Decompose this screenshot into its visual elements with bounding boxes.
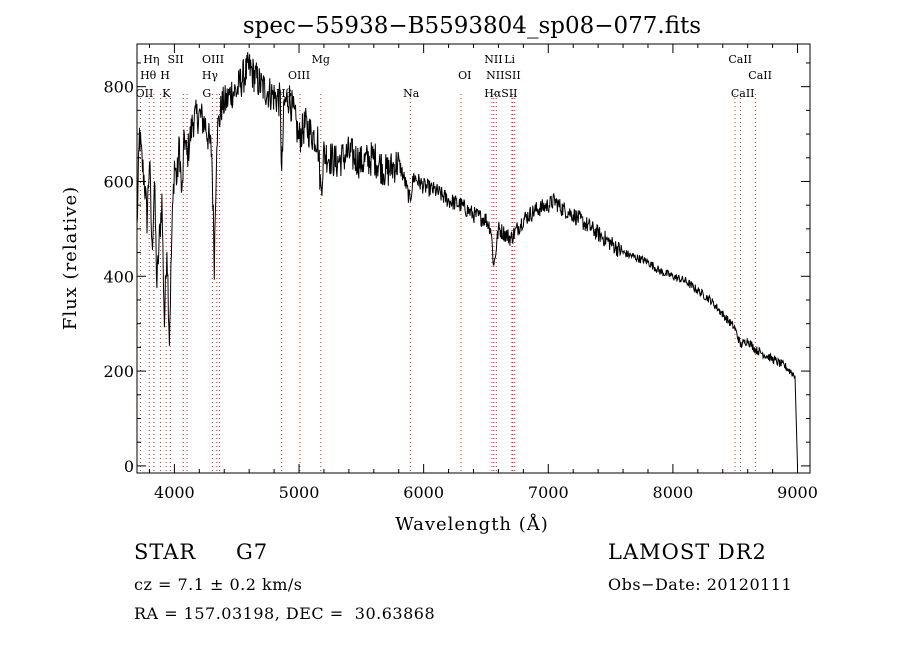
line-label-3: Mg bbox=[312, 53, 330, 66]
x-tick-label-1: 5000 bbox=[279, 483, 320, 502]
spectrum-series bbox=[136, 52, 798, 466]
line-label-1: SII bbox=[168, 53, 184, 66]
line-label-15: K bbox=[162, 87, 171, 100]
line-label-18: Na bbox=[403, 87, 420, 100]
x-tick-label-0: 4000 bbox=[154, 483, 195, 502]
line-label-16: G bbox=[202, 87, 211, 100]
line-label-11: OI bbox=[458, 69, 471, 82]
y-tick-label-1: 200 bbox=[103, 362, 134, 381]
chart-title: spec−55938−B5593804_sp08−077.fits bbox=[243, 13, 701, 39]
line-label-0: Hη bbox=[143, 53, 159, 66]
line-label-5: Li bbox=[504, 53, 515, 66]
line-label-14: OII bbox=[136, 87, 154, 100]
x-tick-label-5: 9000 bbox=[777, 483, 818, 502]
y-axis-ticks: 0 200 400 600 800 bbox=[103, 62, 810, 476]
line-label-4: NII bbox=[484, 53, 502, 66]
redshift-cz: cz = 7.1 ± 0.2 km/s bbox=[134, 575, 303, 594]
line-label-2: OIII bbox=[202, 53, 224, 66]
line-label-8: H bbox=[160, 69, 170, 82]
y-tick-label-4: 800 bbox=[103, 78, 134, 97]
line-label-6: CaII bbox=[728, 53, 752, 66]
x-tick-label-3: 7000 bbox=[528, 483, 569, 502]
y-tick-label-2: 400 bbox=[103, 267, 134, 286]
x-axis-ticks: 4000 5000 6000 7000 8000 9000 bbox=[148, 44, 818, 502]
emission-line-markers bbox=[139, 94, 756, 473]
object-class: STAR bbox=[134, 540, 197, 564]
line-label-7: Hθ bbox=[140, 69, 157, 82]
y-axis-label: Flux (relative) bbox=[60, 186, 81, 330]
x-tick-label-2: 6000 bbox=[403, 483, 444, 502]
y-tick-label-3: 600 bbox=[103, 172, 134, 191]
x-axis-label: Wavelength (Å) bbox=[395, 513, 549, 535]
coordinates: RA = 157.03198, DEC = 30.63868 bbox=[134, 604, 436, 623]
survey-name: LAMOST DR2 bbox=[608, 540, 767, 564]
line-label-20: CaII bbox=[731, 87, 755, 100]
observation-date: Obs−Date: 20120111 bbox=[608, 575, 793, 594]
spectrum-line bbox=[136, 52, 798, 466]
line-label-19: HαSII bbox=[484, 87, 517, 100]
object-subclass: G7 bbox=[236, 540, 269, 564]
line-label-12: NIISII bbox=[486, 69, 521, 82]
line-label-9: Hγ bbox=[202, 69, 219, 82]
x-tick-label-4: 8000 bbox=[653, 483, 694, 502]
y-tick-label-0: 0 bbox=[124, 457, 134, 476]
plot-frame bbox=[136, 43, 811, 474]
line-label-13: CaII bbox=[748, 69, 772, 82]
line-label-10: OIII bbox=[288, 69, 310, 82]
